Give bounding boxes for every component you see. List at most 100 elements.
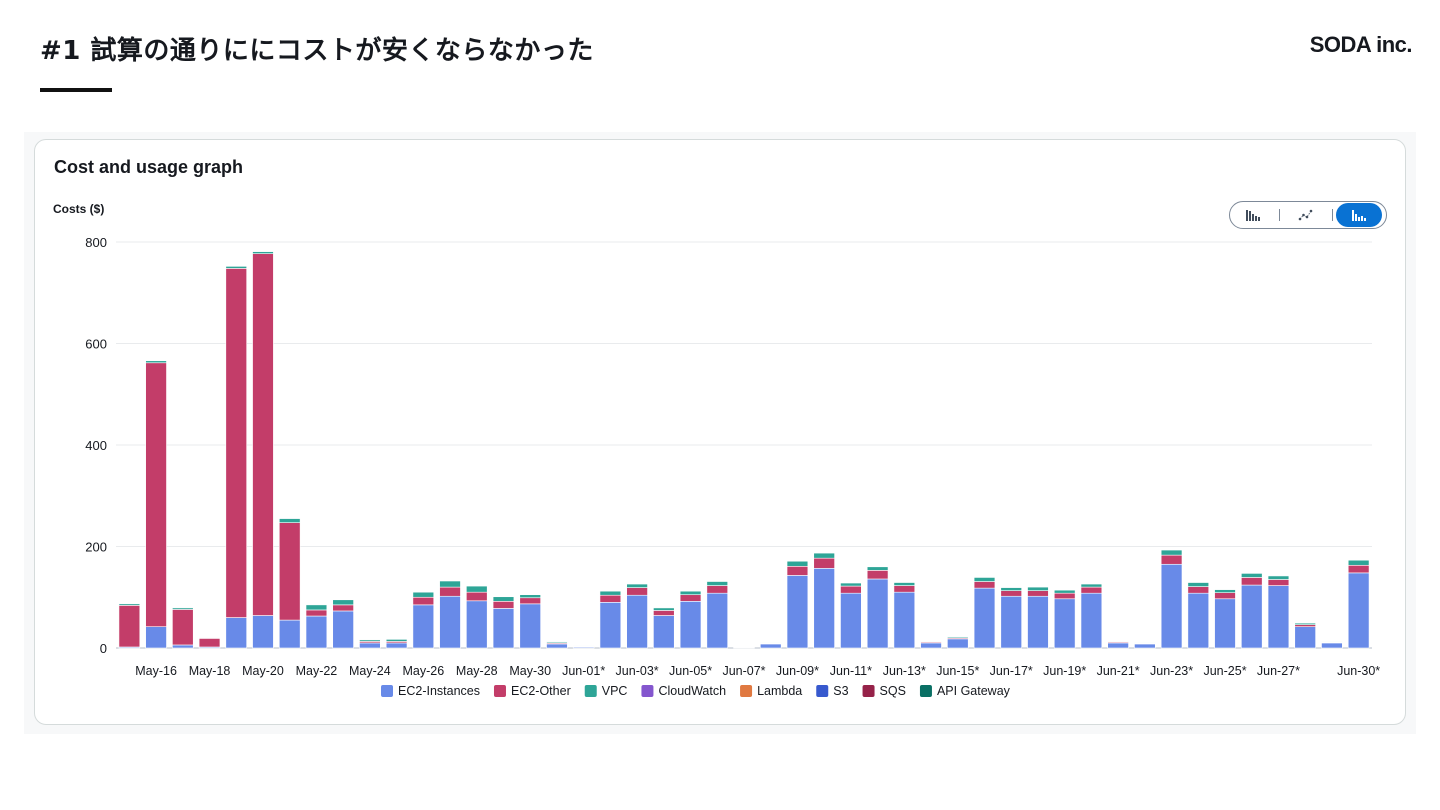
bar-segment	[840, 585, 862, 594]
legend-swatch	[493, 685, 506, 697]
bar-segment	[706, 585, 728, 594]
bar-segment	[305, 604, 328, 611]
bar-segment	[172, 607, 194, 610]
bar-segment	[519, 603, 541, 649]
x-tick-label: Jun-13*	[883, 664, 926, 678]
toggle-separator	[1279, 209, 1280, 221]
x-tick-label: May-30	[509, 664, 551, 678]
bar-segment	[305, 609, 328, 617]
bar-segment	[866, 566, 889, 571]
legend-swatch	[816, 685, 829, 697]
x-tick-label: May-28	[456, 664, 498, 678]
x-tick-label: May-26	[402, 664, 444, 678]
legend-label: EC2-Instances	[398, 684, 480, 698]
bar-segment	[198, 638, 221, 648]
legend-label: CloudWatch	[658, 684, 726, 698]
legend-label: Lambda	[757, 684, 802, 698]
x-tick-label: Jun-01*	[562, 664, 605, 678]
bar-segment	[866, 570, 889, 580]
bar-segment	[1080, 583, 1103, 588]
bar-segment	[1214, 592, 1236, 600]
bar-segment	[359, 639, 381, 642]
legend-swatch	[862, 685, 875, 697]
bar-segment	[813, 568, 835, 649]
bar-segment	[1027, 590, 1049, 597]
bar-segment	[1000, 587, 1022, 591]
bar-segment	[679, 594, 702, 602]
bar-segment	[1000, 595, 1022, 649]
x-tick-label: Jun-30*	[1337, 664, 1380, 678]
bar-segment	[840, 592, 862, 649]
bar-segment	[1053, 592, 1076, 600]
bar-segment	[1107, 642, 1129, 649]
bar-segment	[252, 251, 274, 254]
bar-segment	[840, 582, 862, 587]
bar-segment	[225, 268, 247, 618]
bar-segment	[118, 605, 141, 648]
legend-swatch	[381, 685, 393, 697]
bar-segment	[466, 600, 488, 649]
bar-segment	[332, 610, 354, 649]
bar-segment	[1294, 626, 1316, 649]
bar-chart-button[interactable]	[1230, 203, 1276, 227]
bar-segment	[813, 552, 835, 559]
bar-segment	[572, 645, 595, 647]
bar-segment	[786, 560, 809, 567]
x-tick-label: Jun-19*	[1043, 664, 1086, 678]
x-tick-label: Jun-07*	[722, 664, 765, 678]
stacked-bar-chart-button[interactable]	[1336, 203, 1382, 227]
bar-segment	[1187, 586, 1210, 594]
bar-segment	[653, 607, 675, 611]
bar-segment	[519, 594, 541, 599]
bar-segment	[1321, 641, 1343, 643]
bar-segment	[653, 610, 675, 616]
bar-segment	[412, 596, 435, 606]
bar-segment	[1000, 590, 1022, 597]
bar-segment	[278, 619, 301, 649]
bar-segment	[1267, 575, 1290, 580]
bar-segment	[920, 642, 942, 649]
bar-segment	[1267, 585, 1290, 649]
line-chart-button[interactable]	[1283, 203, 1329, 227]
bar-segment	[679, 590, 702, 596]
x-tick-label: Jun-11*	[830, 664, 872, 678]
bar-segment	[1160, 563, 1183, 649]
bar-segment	[1241, 577, 1263, 586]
bar-segment	[172, 644, 194, 649]
legend-swatch	[584, 685, 597, 697]
bar-segment	[679, 601, 702, 649]
company-logo: SODA inc.	[1309, 32, 1413, 57]
bar-segment	[1241, 573, 1263, 578]
bar-segment	[626, 594, 648, 649]
bar-segment	[359, 642, 381, 649]
x-tick-label: Jun-25*	[1203, 664, 1246, 678]
bar-segment	[973, 587, 996, 649]
bar-segment	[198, 637, 221, 639]
bar-segment	[252, 253, 274, 616]
chart-type-toggle	[1229, 201, 1387, 229]
bar-segment	[786, 565, 809, 576]
legend-label: S3	[833, 684, 848, 698]
bar-segment	[1267, 579, 1290, 586]
bar-segment	[1214, 598, 1236, 649]
bar-segment	[466, 591, 488, 602]
bar-segment	[733, 647, 755, 649]
line-chart-icon	[1298, 209, 1313, 221]
legend-label: VPC	[602, 684, 628, 698]
bar-segment	[1160, 549, 1183, 556]
bar-segment	[145, 360, 167, 364]
bar-chart-icon	[1246, 210, 1260, 221]
bar-segment	[653, 615, 675, 649]
x-tick-label: Jun-15*	[936, 664, 979, 678]
bar-segment	[893, 591, 916, 649]
x-tick-label: Jun-17*	[990, 664, 1033, 678]
y-axis-label: Costs ($)	[53, 202, 104, 216]
bar-segment	[1053, 589, 1076, 594]
bar-segment	[1027, 595, 1049, 649]
bar-segment	[1294, 624, 1316, 627]
card-title: Cost and usage graph	[54, 157, 244, 177]
x-tick-label: May-24	[349, 664, 391, 678]
bar-segment	[893, 585, 916, 593]
bar-segment	[1347, 564, 1370, 574]
bar-segment	[1107, 641, 1129, 643]
